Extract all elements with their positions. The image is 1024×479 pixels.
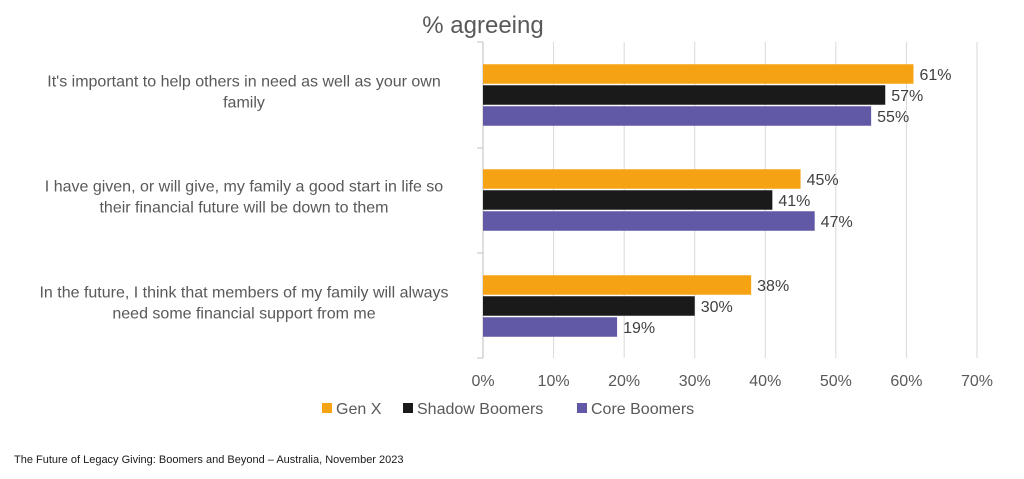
data-label: 30% [701,299,733,316]
data-label: 55% [877,109,909,126]
legend-swatch [403,403,413,413]
x-axis-ticks: 0% 10% 20% 30% 40% 50% 60% 70% [471,373,993,390]
bar [483,190,773,210]
category-label: In the future, I think that members of m… [39,285,448,302]
category-label: It's important to help others in need as… [47,74,440,91]
bar [483,211,815,231]
data-label: 61% [919,67,951,84]
legend-swatch [577,403,587,413]
source-note: The Future of Legacy Giving: Boomers and… [14,454,404,466]
category-label: need some financial support from me [112,306,375,323]
legend: Gen X Shadow Boomers Core Boomers [322,401,694,418]
data-labels: 61% 57% 55% 45% 41% 47% 38% 30% 19% [623,67,951,337]
bar [483,169,801,189]
x-tick-label: 0% [471,373,494,390]
x-tick-label: 20% [608,373,640,390]
legend-label: Core Boomers [591,401,694,418]
data-label: 57% [891,88,923,105]
x-tick-label: 40% [749,373,781,390]
data-label: 38% [757,278,789,295]
data-label: 47% [821,214,853,231]
legend-label: Shadow Boomers [417,401,543,418]
bar [483,275,752,295]
category-label: I have given, or will give, my family a … [45,179,443,196]
legend-label: Gen X [336,401,382,418]
bar [483,85,886,105]
bar [483,317,618,337]
chart-title: % agreeing [422,12,543,39]
bar [483,106,872,126]
category-label: their financial future will be down to t… [99,200,388,217]
bar [483,64,914,84]
x-tick-label: 10% [538,373,570,390]
x-tick-label: 50% [820,373,852,390]
data-label: 41% [778,193,810,210]
x-tick-label: 70% [961,373,993,390]
category-labels: It's important to help others in need as… [39,74,448,323]
data-label: 19% [623,320,655,337]
data-label: 45% [807,172,839,189]
bar [483,296,695,316]
x-tick-label: 60% [890,373,922,390]
legend-swatch [322,403,332,413]
bars [483,64,914,337]
x-tick-label: 30% [679,373,711,390]
category-label: family [223,95,265,112]
